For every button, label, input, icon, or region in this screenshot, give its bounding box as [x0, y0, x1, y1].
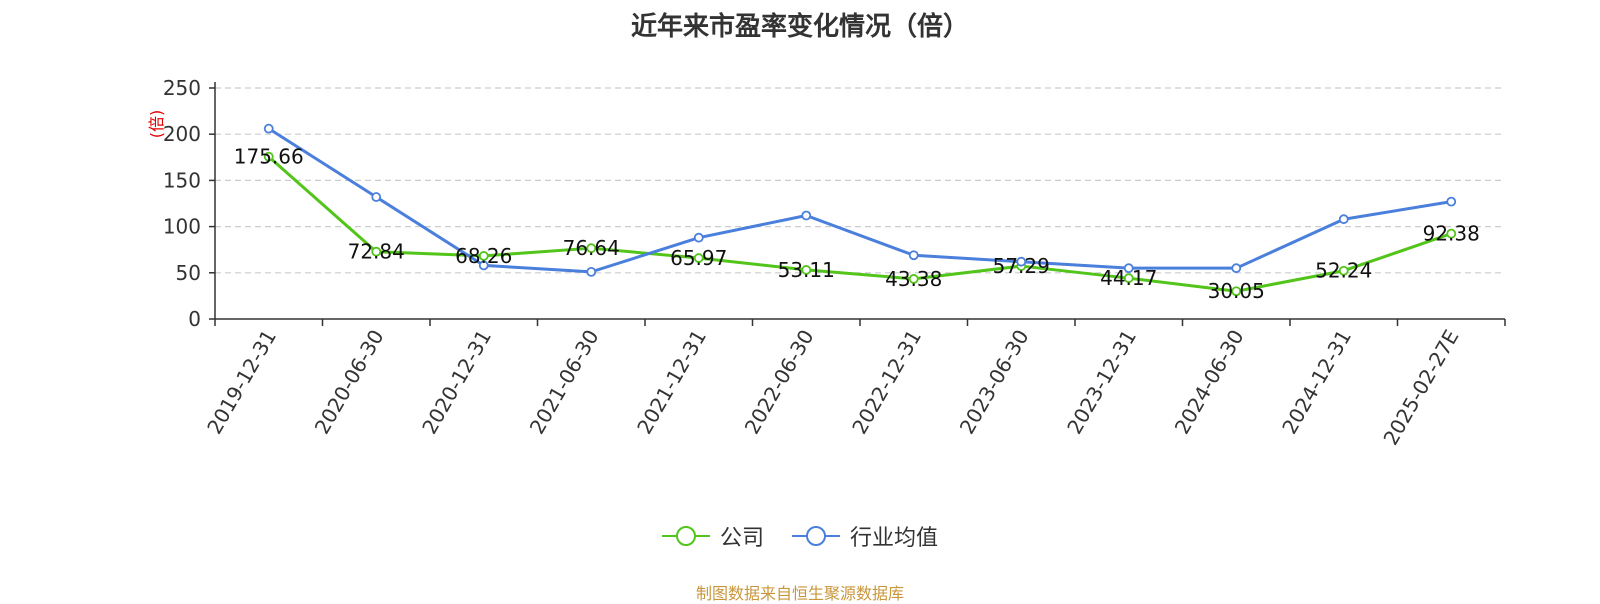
data-label: 30.05 — [1208, 279, 1265, 303]
x-tick-label: 2020-06-30 — [310, 326, 389, 439]
x-tick-label: 2020-12-31 — [417, 326, 496, 439]
legend-label-company: 公司 — [719, 526, 764, 551]
x-tick-label: 2024-06-30 — [1170, 326, 1249, 439]
series-0-point — [478, 251, 489, 261]
series-0-point — [693, 253, 704, 263]
series-1-point — [1446, 196, 1457, 207]
line-chart: 0 50 100 150 200 250 (倍) 2019-12-31 2020-06-30 20… — [147, 76, 1506, 450]
x-tick-label: 2025-02-27E — [1378, 326, 1463, 450]
grid-lines — [215, 87, 1505, 274]
series-lines — [263, 123, 1457, 297]
data-label: 43.38 — [885, 267, 942, 291]
legend-industry-marker — [792, 526, 840, 546]
data-label: 76.64 — [563, 236, 620, 260]
x-tick-label: 2022-12-31 — [847, 326, 926, 439]
series-0-point — [1123, 273, 1134, 284]
y-tick-label: 200 — [163, 122, 201, 146]
series-1-point — [263, 123, 274, 134]
series-1-point — [478, 260, 489, 271]
series-1-point — [371, 192, 382, 202]
series-0-point — [908, 274, 919, 284]
x-tick-label: 2021-12-31 — [632, 326, 711, 439]
data-label: 175.66 — [234, 145, 304, 169]
series-0-point — [1231, 286, 1242, 297]
y-tick-label: 100 — [163, 215, 201, 239]
legend-company-marker — [661, 526, 710, 546]
series-1-point — [801, 210, 812, 221]
series-0-point — [371, 246, 382, 257]
series-1-point — [586, 266, 597, 277]
data-label: 57.29 — [993, 254, 1050, 278]
series-1-point — [693, 232, 704, 243]
data-label: 53.11 — [778, 258, 835, 282]
data-label: 72.84 — [348, 240, 405, 264]
series-1-point — [1123, 263, 1134, 274]
data-labels: 175.66 72.84 68.26 76.64 65.97 53.11 43.38 57.2… — [234, 145, 1480, 304]
series-line-1 — [267, 127, 1452, 274]
data-label: 65.97 — [670, 246, 727, 270]
series-0-point — [263, 151, 274, 162]
series-1-point — [1231, 263, 1242, 274]
series-1-point — [1338, 214, 1349, 225]
legend: 公司 行业均值 — [0, 520, 1600, 552]
y-axis-label: (倍) — [147, 110, 166, 139]
x-tick-label: 2023-12-31 — [1062, 326, 1141, 439]
x-tick-label: 2024-12-31 — [1277, 326, 1356, 439]
legend-label-industry: 行业均值 — [850, 526, 939, 551]
source-note: 制图数据来自恒生聚源数据库 — [695, 584, 904, 603]
series-0-point — [586, 243, 597, 254]
data-label: 44.17 — [1100, 266, 1157, 290]
y-tick-label: 0 — [188, 307, 201, 331]
legend-item-industry[interactable]: 行业均值 — [792, 520, 938, 552]
legend-item-company[interactable]: 公司 — [661, 520, 764, 552]
series-1-point — [908, 250, 919, 261]
x-tick-label: 2021-06-30 — [525, 326, 604, 439]
series-1-point — [1016, 256, 1027, 267]
series-0-point — [801, 265, 812, 275]
x-tick-label: 2022-06-30 — [740, 326, 819, 439]
series-line-0 — [267, 155, 1452, 293]
y-tick-label: 150 — [163, 168, 201, 192]
chart-title: 近年来市盈率变化情况（倍） — [630, 12, 969, 42]
data-label: 52.24 — [1315, 259, 1372, 283]
data-label: 92.38 — [1423, 222, 1480, 246]
y-tick-label: 50 — [176, 261, 201, 285]
x-tick-label: 2019-12-31 — [202, 326, 281, 439]
x-tick-label: 2023-06-30 — [955, 326, 1034, 439]
y-tick-label: 250 — [163, 76, 201, 100]
data-label: 68.26 — [455, 244, 512, 268]
series-0-point — [1338, 265, 1349, 276]
series-0-point — [1446, 228, 1457, 239]
